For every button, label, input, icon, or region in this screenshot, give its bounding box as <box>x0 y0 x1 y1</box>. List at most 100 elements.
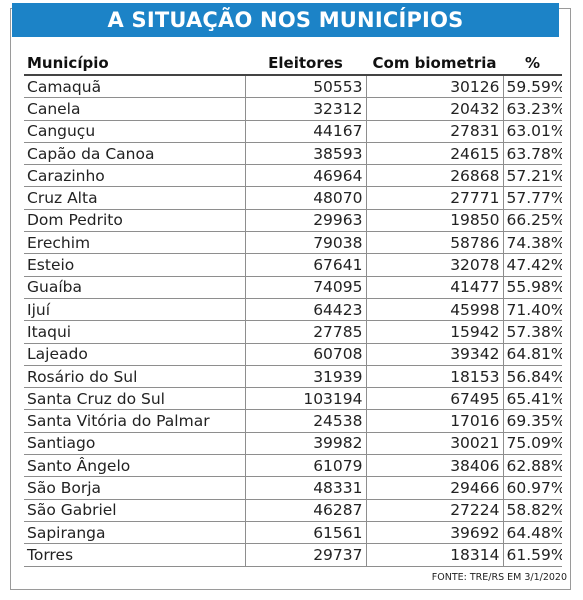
cell-municipio: Erechim <box>24 231 245 255</box>
cell-municipio: São Borja <box>24 476 245 500</box>
table-row: Erechim 79038 58786 74.38% <box>24 231 562 255</box>
table-row: Santa Vitória do Palmar 24538 17016 69.35% <box>24 409 562 433</box>
cell-municipio: Carazinho <box>24 164 245 188</box>
cell-municipio: Canela <box>24 97 245 121</box>
cell-percent: 60.97% <box>502 476 562 500</box>
table-row: Guaíba 74095 41477 55.98% <box>24 276 562 299</box>
table-row: Cruz Alta 48070 27771 57.77% <box>24 186 562 210</box>
cell-eleitores: 32312 <box>244 97 366 121</box>
header-com-biometria: Com biometria <box>366 52 503 76</box>
cell-percent: 62.88% <box>502 454 562 478</box>
cell-municipio: Canguçu <box>24 120 245 143</box>
cell-municipio: Dom Pedrito <box>24 209 245 233</box>
cell-percent: 69.35% <box>502 409 562 433</box>
table-row: São Borja 48331 29466 60.97% <box>24 476 562 500</box>
cell-municipio: Capão da Canoa <box>24 142 245 166</box>
cell-com-biometria: 18153 <box>365 365 503 389</box>
cell-com-biometria: 19850 <box>365 209 503 233</box>
cell-percent: 64.81% <box>502 343 562 366</box>
cell-municipio: Rosário do Sul <box>24 365 245 389</box>
cell-eleitores: 48070 <box>244 186 366 210</box>
cell-eleitores: 39982 <box>244 432 366 456</box>
table-row: Esteio 67641 32078 47.42% <box>24 253 562 277</box>
page-title: A SITUAÇÃO NOS MUNICÍPIOS <box>12 3 559 37</box>
cell-eleitores: 29963 <box>244 209 366 233</box>
table-row: Lajeado 60708 39342 64.81% <box>24 343 562 366</box>
cell-com-biometria: 38406 <box>365 454 503 478</box>
cell-com-biometria: 39692 <box>365 521 503 545</box>
cell-com-biometria: 45998 <box>365 298 503 322</box>
cell-percent: 66.25% <box>502 209 562 233</box>
cell-com-biometria: 41477 <box>365 276 503 299</box>
cell-eleitores: 61079 <box>244 454 366 478</box>
cell-eleitores: 79038 <box>244 231 366 255</box>
cell-municipio: Torres <box>24 543 245 567</box>
table-row: Camaquã 50553 30126 59.59% <box>24 75 562 99</box>
table-header-row: Município Eleitores Com biometria % <box>24 52 562 76</box>
cell-com-biometria: 27771 <box>365 186 503 210</box>
cell-com-biometria: 20432 <box>365 97 503 121</box>
cell-percent: 64.48% <box>502 521 562 545</box>
table-row: Santo Ângelo 61079 38406 62.88% <box>24 454 562 478</box>
cell-municipio: São Gabriel <box>24 499 245 522</box>
cell-com-biometria: 15942 <box>365 320 503 344</box>
cell-eleitores: 46964 <box>244 164 366 188</box>
cell-percent: 58.82% <box>502 499 562 522</box>
header-percent: % <box>503 52 562 76</box>
cell-municipio: Sapiranga <box>24 521 245 545</box>
table-row: São Gabriel 46287 27224 58.82% <box>24 499 562 522</box>
header-municipio: Município <box>24 52 245 76</box>
cell-percent: 63.78% <box>502 142 562 166</box>
cell-eleitores: 103194 <box>244 387 366 411</box>
cell-eleitores: 31939 <box>244 365 366 389</box>
table-row: Santa Cruz do Sul 103194 67495 65.41% <box>24 387 562 411</box>
cell-com-biometria: 30126 <box>365 75 503 99</box>
cell-com-biometria: 27224 <box>365 499 503 522</box>
cell-com-biometria: 67495 <box>365 387 503 411</box>
cell-com-biometria: 58786 <box>365 231 503 255</box>
cell-com-biometria: 32078 <box>365 253 503 277</box>
cell-percent: 55.98% <box>502 276 562 299</box>
cell-eleitores: 44167 <box>244 120 366 143</box>
cell-municipio: Ijuí <box>24 298 245 322</box>
cell-percent: 61.59% <box>502 543 562 567</box>
table-row: Capão da Canoa 38593 24615 63.78% <box>24 142 562 166</box>
cell-com-biometria: 17016 <box>365 409 503 433</box>
cell-percent: 57.77% <box>502 186 562 210</box>
cell-municipio: Santa Cruz do Sul <box>24 387 245 411</box>
table-row: Itaqui 27785 15942 57.38% <box>24 320 562 344</box>
cell-percent: 74.38% <box>502 231 562 255</box>
table-row: Canela 32312 20432 63.23% <box>24 97 562 121</box>
table-row: Ijuí 64423 45998 71.40% <box>24 298 562 322</box>
cell-com-biometria: 30021 <box>365 432 503 456</box>
cell-eleitores: 29737 <box>244 543 366 567</box>
cell-percent: 71.40% <box>502 298 562 322</box>
table-row: Sapiranga 61561 39692 64.48% <box>24 521 562 545</box>
cell-municipio: Cruz Alta <box>24 186 245 210</box>
cell-municipio: Esteio <box>24 253 245 277</box>
header-eleitores: Eleitores <box>245 52 366 76</box>
table-row: Canguçu 44167 27831 63.01% <box>24 120 562 143</box>
cell-percent: 59.59% <box>502 75 562 99</box>
cell-percent: 56.84% <box>502 365 562 389</box>
cell-com-biometria: 18314 <box>365 543 503 567</box>
cell-municipio: Santo Ângelo <box>24 454 245 478</box>
table-row: Torres 29737 18314 61.59% <box>24 543 562 567</box>
table-row: Dom Pedrito 29963 19850 66.25% <box>24 209 562 233</box>
municipalities-table: Município Eleitores Com biometria % Cama… <box>24 52 562 567</box>
cell-eleitores: 67641 <box>244 253 366 277</box>
cell-eleitores: 48331 <box>244 476 366 500</box>
table-row: Carazinho 46964 26868 57.21% <box>24 164 562 188</box>
cell-com-biometria: 26868 <box>365 164 503 188</box>
cell-eleitores: 50553 <box>244 75 366 99</box>
table-row: Santiago 39982 30021 75.09% <box>24 432 562 456</box>
cell-municipio: Santiago <box>24 432 245 456</box>
cell-eleitores: 60708 <box>244 343 366 366</box>
cell-eleitores: 61561 <box>244 521 366 545</box>
cell-percent: 57.21% <box>502 164 562 188</box>
cell-percent: 75.09% <box>502 432 562 456</box>
cell-municipio: Lajeado <box>24 343 245 366</box>
cell-com-biometria: 24615 <box>365 142 503 166</box>
cell-eleitores: 38593 <box>244 142 366 166</box>
cell-municipio: Itaqui <box>24 320 245 344</box>
